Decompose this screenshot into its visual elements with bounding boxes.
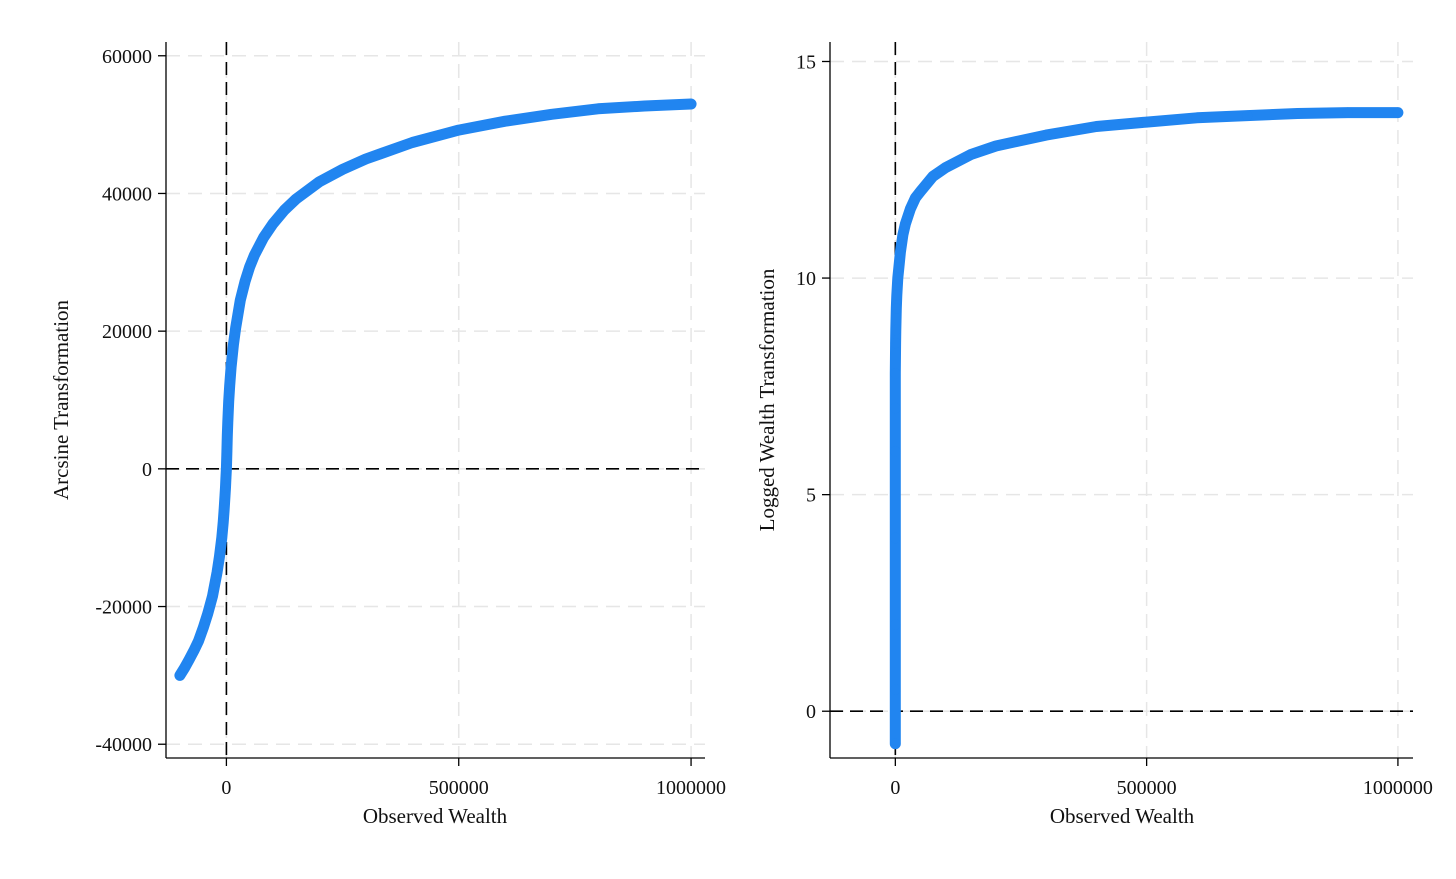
data-point [220,482,231,493]
data-point [499,115,511,127]
data-point [592,103,604,114]
data-point [890,446,901,457]
data-point [1342,107,1353,118]
y-tick-label: 5 [806,485,816,507]
data-point [193,635,204,647]
x-tick-label: 500000 [429,777,489,799]
data-point [197,622,209,634]
chart-panel-logged-wealth: Logged Wealth Transformation Observed We… [755,42,1433,828]
data-point [990,140,1002,152]
data-point [179,662,190,674]
data-point [900,218,911,230]
data-point [1091,121,1102,132]
data-point [337,164,348,175]
data-point [897,229,909,240]
data-point [892,272,904,284]
data-point [639,100,650,112]
y-tick-label: 0 [142,459,152,481]
data-point [207,591,218,602]
y-tick-label: 15 [796,51,816,73]
data-point [893,262,905,273]
y-axis-title: Logged Wealth Transformation [755,268,779,531]
data-point [915,186,926,197]
data-point [225,361,237,373]
data-point [239,276,251,287]
data-point [890,337,901,349]
data-point [221,446,233,457]
data-point [407,137,418,148]
y-tick-label: 10 [796,268,816,290]
chart-panel-arcsine: Arcsine Transformation Observed Wealth -… [49,42,726,828]
data-point [890,619,901,630]
y-tick-label: 60000 [102,46,152,68]
y-tick-label: 0 [806,701,816,723]
data-point [184,654,195,665]
data-point [905,203,916,214]
data-point [546,109,557,120]
x-tick-label: 1000000 [656,777,726,799]
data-point [927,171,939,182]
data-point [230,322,241,333]
data-point [249,250,260,261]
data-point [223,396,234,407]
data-point [174,670,186,681]
data-point [228,339,239,351]
data-point [890,684,901,695]
data-point [1241,110,1253,121]
data-point [267,218,279,229]
data-point [216,532,227,543]
data-point [685,98,697,110]
data-point [314,176,325,187]
data-point [890,402,901,414]
y-tick-label: 20000 [102,321,152,343]
x-tick-label: 500000 [1117,777,1177,799]
data-point [202,608,214,619]
data-point [244,261,255,273]
data-point [890,324,902,336]
data-point [890,368,901,379]
data-point [217,517,229,528]
data-point [290,193,302,205]
data-point [219,490,231,501]
x-tick-label: 0 [221,777,231,799]
data-point [222,430,233,441]
y-tick-label: -40000 [95,734,152,756]
data-point [360,153,372,165]
data-point [1292,108,1303,119]
data-point [279,204,290,216]
data-point [188,645,200,656]
data-point [224,380,235,391]
data-point [965,149,976,160]
x-axis-title: Observed Wealth [363,804,508,828]
data-point [891,303,902,314]
data-point [1392,107,1404,118]
data-point [1141,116,1152,128]
y-tick-label: -20000 [95,597,152,619]
data-point [890,532,901,544]
y-tick-label: 40000 [102,183,152,205]
data-point [218,504,230,516]
data-point [214,551,225,563]
data-point [220,473,232,484]
data-point [891,290,903,301]
data-point [211,566,223,578]
data-point [235,294,246,306]
y-axis-title: Arcsine Transformation [49,299,73,500]
data-point [222,416,233,428]
data-point [1191,112,1203,124]
data-point [258,232,269,243]
x-tick-label: 0 [890,777,900,799]
data-point [453,124,464,136]
x-tick-label: 1000000 [1363,777,1433,799]
data-point [890,738,901,749]
data-point [221,463,232,475]
series-line [174,98,697,681]
x-axis-title: Observed Wealth [1050,804,1195,828]
data-point [940,162,951,173]
data-point [1040,129,1052,141]
data-point [895,246,906,258]
